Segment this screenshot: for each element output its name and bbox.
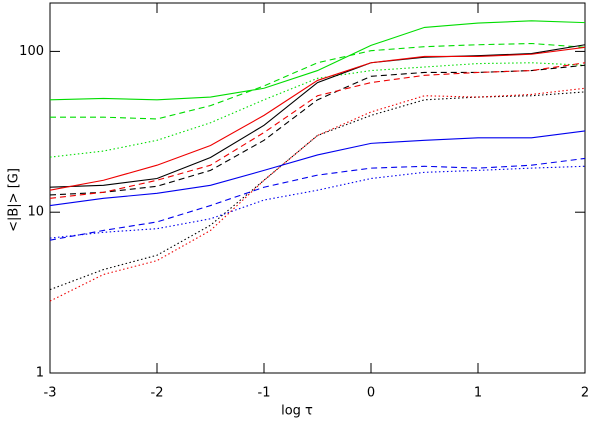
y-axis-label: <|B|> [G]: [7, 168, 22, 232]
data-line: [49, 62, 586, 158]
y-tick-label: 100: [19, 44, 44, 59]
y-tick-label: 10: [27, 205, 44, 220]
x-tick-label: 0: [367, 386, 375, 401]
data-line: [49, 157, 586, 241]
data-line: [49, 44, 586, 188]
data-line: [49, 46, 586, 191]
x-tick-label: -2: [151, 386, 164, 401]
plot-frame: [49, 2, 586, 374]
x-tick-label: 2: [581, 386, 589, 401]
data-line: [49, 20, 586, 101]
y-tick-label: 1: [36, 366, 44, 381]
data-line: [49, 130, 586, 207]
x-tick-label: -1: [258, 386, 271, 401]
data-line: [49, 165, 586, 239]
x-tick-label: -3: [44, 386, 57, 401]
x-axis-label: log τ: [281, 404, 313, 419]
data-line: [49, 62, 586, 199]
data-line: [49, 87, 586, 302]
x-tick-label: 1: [474, 386, 482, 401]
